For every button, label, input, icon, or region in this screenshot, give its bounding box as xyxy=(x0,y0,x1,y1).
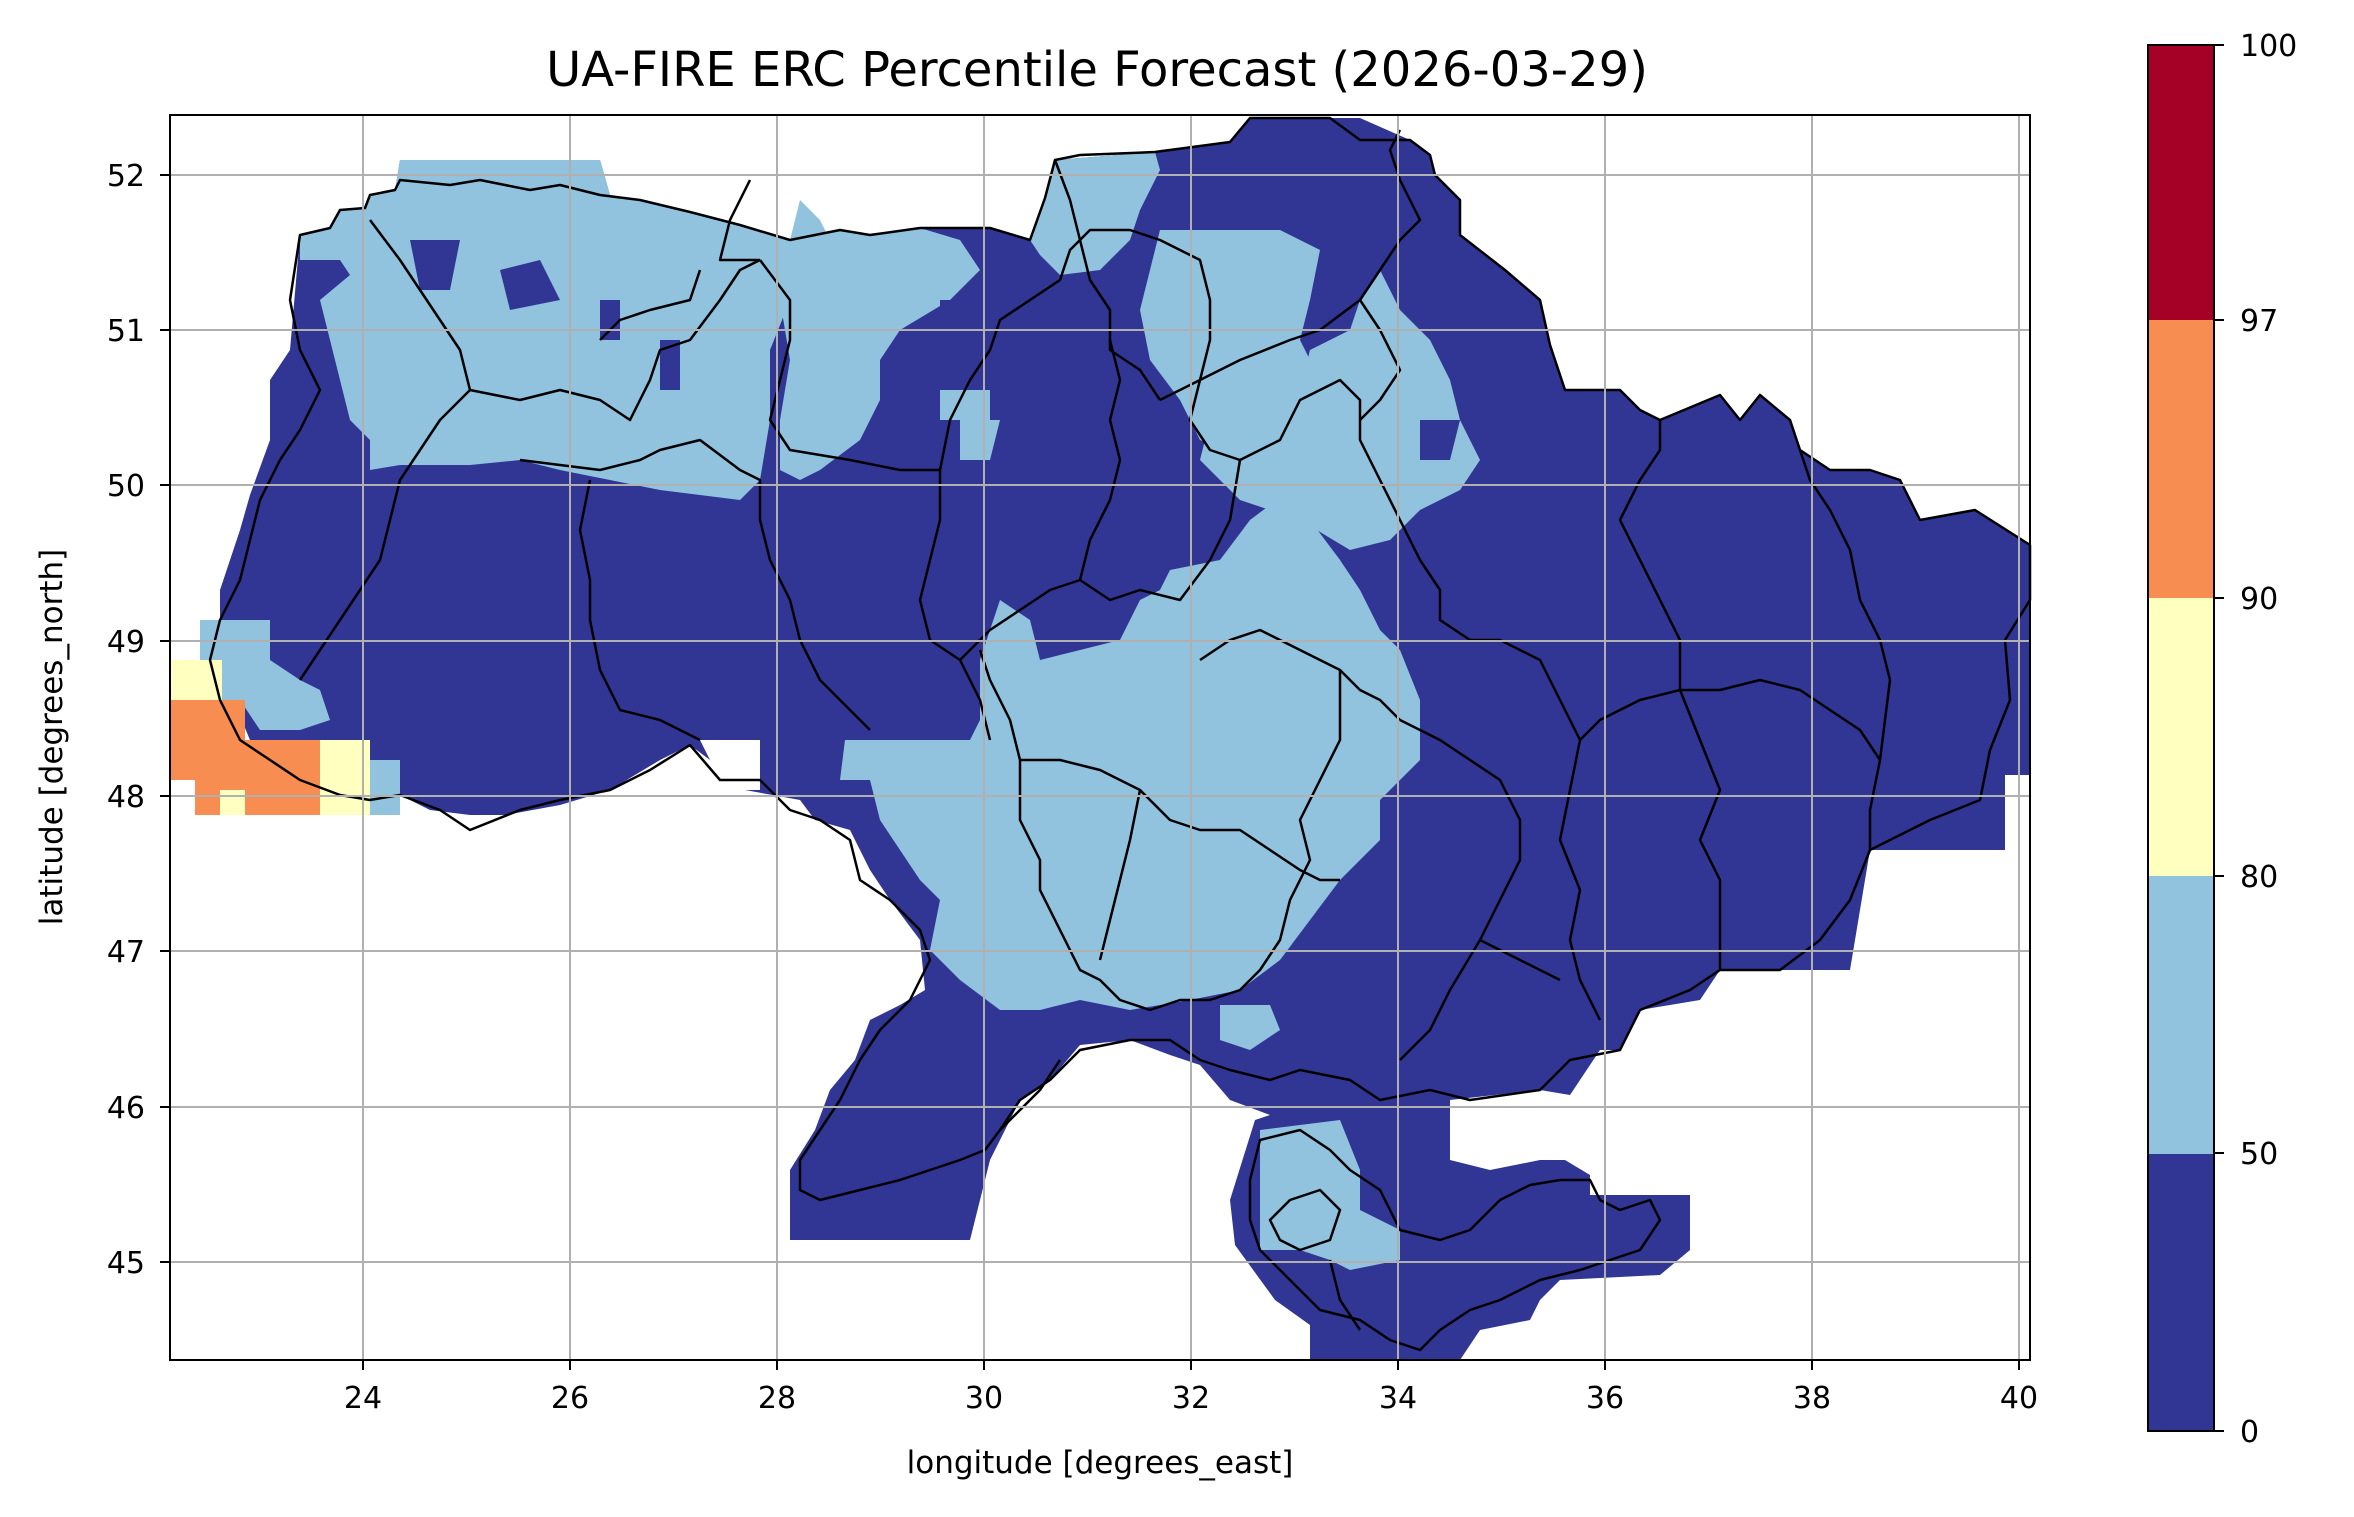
map-plot-area xyxy=(169,114,2032,1361)
map-gridlines xyxy=(170,115,2030,1360)
colorbar-bin-80-90 xyxy=(2148,598,2214,876)
x-tick-label: 38 xyxy=(1793,1381,1831,1416)
y-tick-label: 46 xyxy=(107,1091,145,1126)
colorbar-tick-label: 0 xyxy=(2240,1415,2259,1450)
x-tick-label: 26 xyxy=(551,1381,589,1416)
y-tick-label: 51 xyxy=(107,314,145,349)
x-tick-label: 24 xyxy=(344,1381,382,1416)
x-tick-label: 32 xyxy=(1172,1381,1210,1416)
x-tick-label: 40 xyxy=(2000,1381,2038,1416)
x-tick-label: 36 xyxy=(1586,1381,1624,1416)
colorbar-bin-97-100 xyxy=(2148,45,2214,320)
x-axis-label: longitude [degrees_east] xyxy=(907,1445,1294,1481)
y-tick-label: 48 xyxy=(107,780,145,815)
y-axis: 52 51 50 49 48 47 46 45 latitude [degree… xyxy=(34,159,170,1281)
x-axis: 24 26 28 30 32 34 36 38 40 longitude [de… xyxy=(344,1360,2038,1481)
colorbar-tick-label: 50 xyxy=(2240,1137,2278,1172)
colorbar: 0 50 80 90 97 100 xyxy=(2147,29,2297,1450)
colorbar-tick-label: 100 xyxy=(2240,29,2297,64)
y-tick-label: 49 xyxy=(107,625,145,660)
y-axis-label: latitude [degrees_north] xyxy=(34,549,70,925)
map-frame xyxy=(169,114,2031,1361)
colorbar-tick-label: 90 xyxy=(2240,582,2278,617)
map-title: UA-FIRE ERC Percentile Forecast (2026-03… xyxy=(546,42,1648,98)
colorbar-tick-label: 80 xyxy=(2240,860,2278,895)
y-tick-label: 45 xyxy=(107,1246,145,1281)
region-high xyxy=(170,660,370,815)
x-tick-label: 34 xyxy=(1379,1381,1417,1416)
y-tick-label: 52 xyxy=(107,159,145,194)
colorbar-tick-label: 97 xyxy=(2240,304,2278,339)
y-tick-label: 50 xyxy=(107,469,145,504)
colorbar-bin-50-80 xyxy=(2148,876,2214,1154)
x-tick-label: 30 xyxy=(965,1381,1003,1416)
y-tick-label: 47 xyxy=(107,935,145,970)
colorbar-bin-0-50 xyxy=(2148,1153,2214,1431)
colorbar-bin-90-97 xyxy=(2148,320,2214,598)
no-data-gap xyxy=(700,740,760,790)
x-tick-label: 28 xyxy=(758,1381,796,1416)
colorbar-frame xyxy=(2147,44,2215,1432)
